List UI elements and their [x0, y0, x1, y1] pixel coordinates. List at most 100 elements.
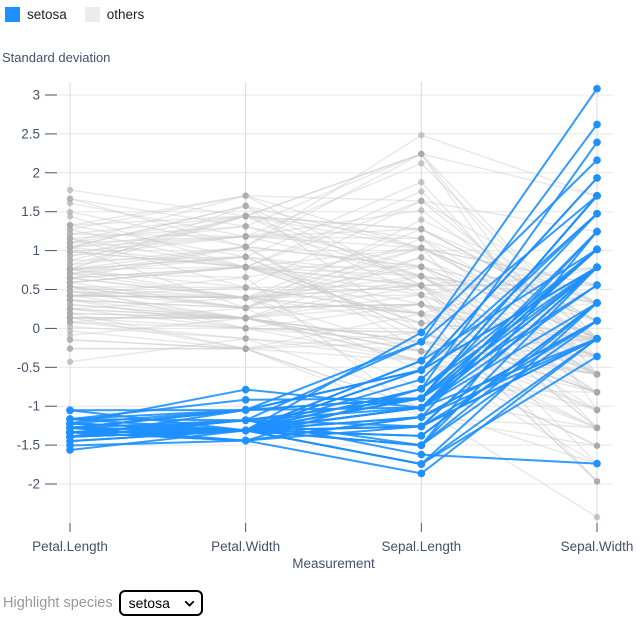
data-point-setosa [417, 375, 426, 384]
data-point-others [66, 345, 74, 352]
x-axis: Petal.Length Petal.Width Sepal.Length Sepal… [32, 523, 633, 554]
data-point-others [66, 239, 74, 247]
data-line-others [69, 134, 598, 248]
data-line-others [69, 299, 598, 411]
data-point-others [242, 314, 249, 322]
data-point-setosa [417, 356, 426, 365]
data-point-others [593, 388, 601, 396]
data-point-others [66, 310, 74, 317]
data-point-others [66, 266, 74, 273]
data-point-others [66, 296, 74, 304]
chart-svg: Standard deviation 3 2.5 2 1.5 1 0.5 0 -0.5 -1 -1.… [2, 50, 633, 571]
data-line-others [69, 245, 598, 304]
data-point-others [418, 254, 425, 261]
data-line-others [69, 162, 598, 340]
data-point-others [418, 188, 425, 195]
data-line-others [69, 317, 598, 411]
x-category-label: Petal.Width [211, 539, 280, 554]
data-line-others [69, 347, 598, 447]
data-point-others [66, 213, 74, 220]
data-line-others [69, 295, 598, 376]
data-point-setosa [593, 192, 601, 200]
data-line-others [69, 308, 598, 358]
data-line-others [69, 245, 598, 340]
data-line-others [69, 205, 598, 322]
y-tick-label: 1 [32, 243, 40, 258]
data-line-others [69, 235, 598, 340]
data-line-others [69, 266, 598, 375]
data-line-others [69, 266, 598, 340]
data-point-others [593, 513, 601, 521]
data-point-setosa [593, 352, 601, 361]
data-point-setosa [593, 316, 601, 325]
data-point-others [66, 208, 74, 216]
data-point-setosa [593, 459, 601, 468]
data-line-others [69, 275, 598, 304]
data-point-setosa [593, 138, 601, 147]
data-point-setosa [593, 263, 601, 272]
data-line-others [69, 181, 598, 375]
data-point-others [242, 253, 249, 261]
data-line-others [69, 256, 598, 393]
data-point-setosa [66, 428, 74, 437]
data-line-others [69, 205, 598, 376]
data-point-others [418, 272, 425, 280]
x-category-label: Sepal.Width [561, 539, 634, 554]
data-point-others [66, 283, 74, 291]
data-line-others [69, 268, 598, 375]
data-point-others [66, 327, 74, 335]
data-point-setosa [593, 120, 601, 129]
data-point-others [418, 235, 425, 242]
data-point-setosa [417, 403, 426, 412]
y-tick-label: -0.5 [17, 360, 40, 375]
data-point-others [242, 233, 249, 240]
data-point-others [66, 235, 74, 242]
data-point-others [418, 225, 425, 233]
data-point-setosa [593, 209, 601, 218]
data-line-others [69, 245, 598, 429]
data-line-setosa [69, 337, 598, 475]
data-point-others [66, 332, 74, 339]
data-point-others [418, 301, 425, 308]
data-point-setosa [417, 385, 426, 393]
data-point-setosa [417, 338, 426, 346]
data-point-others [418, 310, 425, 317]
data-line-others [69, 321, 598, 429]
data-point-others [242, 202, 249, 210]
data-line-others [69, 272, 598, 482]
species-select[interactable]: setosa [118, 590, 203, 616]
data-point-others [66, 305, 74, 313]
data-point-setosa [241, 406, 250, 414]
data-line-setosa [69, 266, 598, 429]
data-line-others [69, 247, 598, 340]
data-point-others [242, 212, 249, 220]
data-point-others [593, 478, 601, 485]
data-point-setosa [593, 174, 601, 182]
y-tick-label: 3 [32, 88, 40, 103]
data-line-others [69, 325, 598, 447]
data-line-others [69, 337, 598, 429]
series-others [66, 131, 601, 521]
data-line-others [69, 312, 598, 352]
data-point-others [418, 131, 425, 139]
data-point-others [66, 314, 74, 321]
data-line-others [69, 330, 598, 447]
data-point-setosa [417, 441, 426, 450]
data-point-others [66, 301, 74, 308]
data-point-others [242, 274, 249, 281]
data-line-others [69, 245, 598, 376]
data-line-others [69, 200, 598, 304]
data-point-others [66, 230, 74, 238]
highlight-species-control: Highlight species setosa [3, 590, 203, 616]
data-line-others [69, 215, 598, 304]
data-line-others [69, 266, 598, 324]
data-line-others [69, 294, 598, 482]
data-line-others [69, 275, 598, 358]
data-line-others [69, 339, 598, 518]
data-line-others [69, 312, 598, 393]
data-point-others [418, 291, 425, 299]
data-point-setosa [593, 334, 601, 343]
data-point-setosa [241, 426, 250, 435]
data-point-setosa [593, 245, 601, 254]
data-point-others [418, 160, 425, 167]
